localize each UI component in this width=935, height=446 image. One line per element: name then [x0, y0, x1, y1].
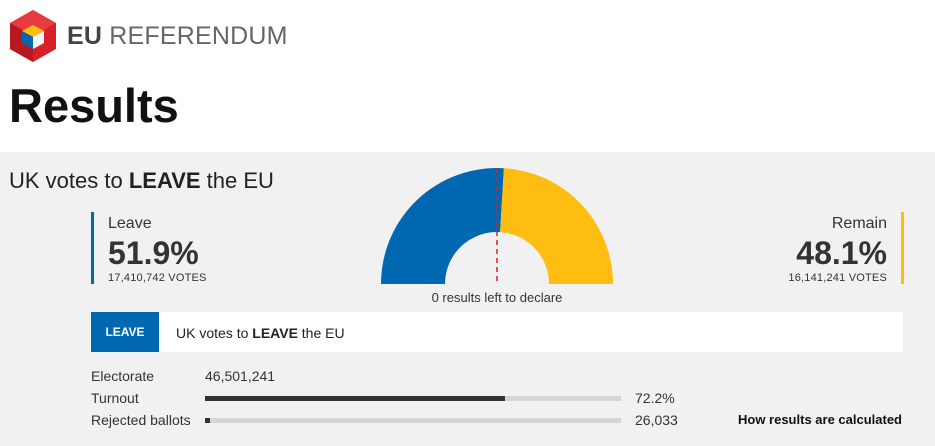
strip-text: UK votes to LEAVE the EU: [176, 325, 345, 341]
gauge-remain-segment: [500, 168, 613, 284]
turnout-label: Turnout: [91, 390, 139, 406]
remain-votes: 16,141,241 VOTES: [788, 272, 887, 284]
leave-label: Leave: [108, 215, 152, 232]
rejected-label: Rejected ballots: [91, 412, 191, 428]
electorate-value: 46,501,241: [205, 368, 276, 384]
turnout-row: Turnout 72.2%: [91, 389, 691, 407]
eu-referendum-logo-icon[interactable]: [7, 8, 59, 64]
how-results-calculated-link[interactable]: How results are calculated: [737, 412, 902, 427]
gauge-leave-segment: [381, 168, 504, 284]
electorate-row: Electorate 46,501,241: [91, 367, 691, 385]
remain-percent: 48.1%: [796, 235, 887, 271]
results-left-text: 0 results left to declare: [431, 290, 563, 305]
leave-badge: LEAVE: [91, 312, 159, 352]
turnout-value: 72.2%: [635, 390, 675, 406]
brand-title[interactable]: EU REFERENDUM: [67, 24, 288, 49]
result-gauge: [381, 168, 613, 284]
page-title: Results: [9, 79, 179, 132]
remain-summary: Remain 48.1% 16,141,241 VOTES: [724, 212, 904, 284]
remain-label: Remain: [831, 215, 887, 232]
electorate-label: Electorate: [91, 368, 155, 384]
rejected-bar-fill: [205, 418, 210, 423]
turnout-bar: [205, 396, 621, 401]
brand-referendum: REFERENDUM: [109, 22, 288, 50]
leave-votes: 17,410,742 VOTES: [108, 272, 207, 284]
rejected-bar: [205, 418, 621, 423]
turnout-bar-fill: [205, 396, 506, 401]
rejected-value: 26,033: [635, 412, 678, 428]
leave-summary: Leave 51.9% 17,410,742 VOTES: [91, 212, 271, 284]
result-strip: LEAVE UK votes to LEAVE the EU: [91, 312, 903, 352]
headline-emphasis: LEAVE: [128, 168, 201, 193]
rejected-row: Rejected ballots 26,033: [91, 411, 691, 429]
leave-percent: 51.9%: [108, 235, 199, 271]
brand-eu: EU: [67, 22, 103, 50]
result-headline: UK votes to LEAVE the EU: [9, 168, 274, 193]
